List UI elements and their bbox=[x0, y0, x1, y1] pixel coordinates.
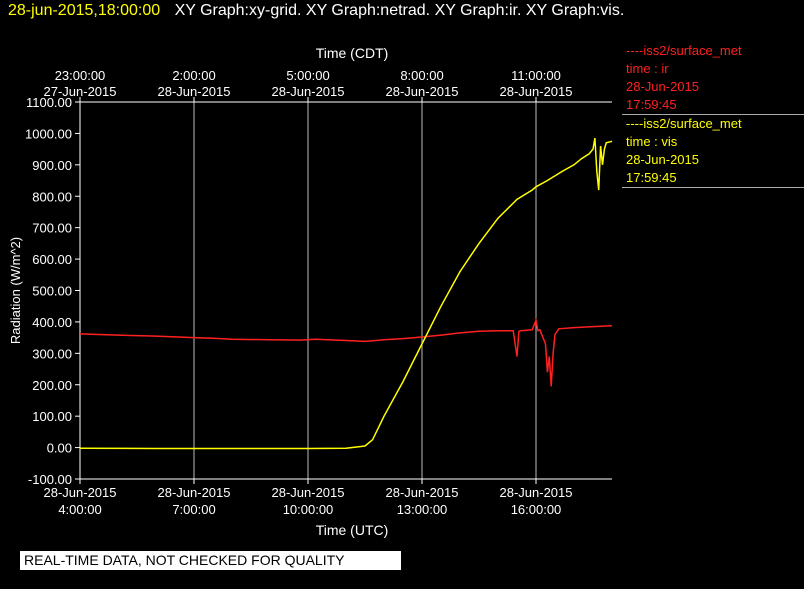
x-tick-time: 4:00:00 bbox=[58, 502, 101, 517]
series-line bbox=[79, 317, 613, 387]
legend-entry-vis[interactable]: ----iss2/surface_met time : vis 28-Jun-2… bbox=[622, 115, 804, 188]
y-tick-label: 100.00 bbox=[32, 409, 72, 424]
y-tick-label: 500.00 bbox=[32, 284, 72, 299]
x-tick-date: 28-Jun-2015 bbox=[500, 485, 573, 500]
x-tick-time: 13:00:00 bbox=[397, 502, 448, 517]
quality-warning-banner: REAL-TIME DATA, NOT CHECKED FOR QUALITY bbox=[20, 551, 401, 570]
y-tick-label: -100.00 bbox=[28, 472, 72, 487]
top-tick-time: 5:00:00 bbox=[286, 68, 329, 83]
top-tick-date: 28-Jun-2015 bbox=[272, 84, 345, 99]
graph-list: XY Graph:xy-grid. XY Graph:netrad. XY Gr… bbox=[174, 2, 625, 19]
current-datetime: 28-jun-2015,18:00:00 bbox=[8, 2, 161, 19]
x-tick-time: 7:00:00 bbox=[172, 502, 215, 517]
legend: ----iss2/surface_met time : ir 28-Jun-20… bbox=[622, 42, 804, 188]
top-tick-date: 28-Jun-2015 bbox=[386, 84, 459, 99]
x-axis-label: Time (UTC) bbox=[316, 522, 389, 538]
legend-series-label: ----iss2/surface_met bbox=[626, 116, 742, 131]
y-tick-label: 300.00 bbox=[32, 346, 72, 361]
y-tick-label: 200.00 bbox=[32, 378, 72, 393]
x-tick-time: 10:00:00 bbox=[283, 502, 334, 517]
y-tick-label: 700.00 bbox=[32, 221, 72, 236]
y-tick-label: 600.00 bbox=[32, 252, 72, 267]
legend-series-label: ----iss2/surface_met bbox=[626, 43, 742, 58]
series-line bbox=[79, 137, 613, 450]
x-tick-date: 28-Jun-2015 bbox=[272, 485, 345, 500]
top-tick-time: 8:00:00 bbox=[400, 68, 443, 83]
y-tick-label: 0.00 bbox=[47, 441, 72, 456]
top-tick-date: 27-Jun-2015 bbox=[44, 84, 117, 99]
top-tick-time: 23:00:00 bbox=[55, 68, 106, 83]
legend-entry-ir[interactable]: ----iss2/surface_met time : ir 28-Jun-20… bbox=[622, 42, 804, 115]
x-tick-date: 28-Jun-2015 bbox=[158, 485, 231, 500]
x-tick-time: 16:00:00 bbox=[511, 502, 562, 517]
legend-variable: time : ir bbox=[626, 61, 669, 76]
y-tick-label: 800.00 bbox=[32, 189, 72, 204]
x-tick-date: 28-Jun-2015 bbox=[44, 485, 117, 500]
title-bar: 28-jun-2015,18:00:00 XY Graph:xy-grid. X… bbox=[8, 2, 624, 20]
y-tick-label: 1000.00 bbox=[25, 126, 72, 141]
x-tick-date: 28-Jun-2015 bbox=[386, 485, 459, 500]
legend-variable: time : vis bbox=[626, 134, 678, 149]
y-axis-label: Radiation (W/m^2) bbox=[8, 237, 23, 344]
top-tick-time: 11:00:00 bbox=[511, 68, 561, 83]
top-axis-label: Time (CDT) bbox=[316, 45, 389, 61]
y-tick-label: 400.00 bbox=[32, 315, 72, 330]
y-tick-label: 1100.00 bbox=[26, 95, 72, 110]
legend-time: 17:59:45 bbox=[626, 170, 677, 185]
legend-time: 17:59:45 bbox=[626, 97, 677, 112]
legend-date: 28-Jun-2015 bbox=[626, 152, 699, 167]
legend-date: 28-Jun-2015 bbox=[626, 79, 699, 94]
top-tick-date: 28-Jun-2015 bbox=[500, 84, 573, 99]
top-tick-time: 2:00:00 bbox=[172, 68, 215, 83]
top-tick-date: 28-Jun-2015 bbox=[158, 84, 231, 99]
y-tick-label: 900.00 bbox=[32, 158, 72, 173]
